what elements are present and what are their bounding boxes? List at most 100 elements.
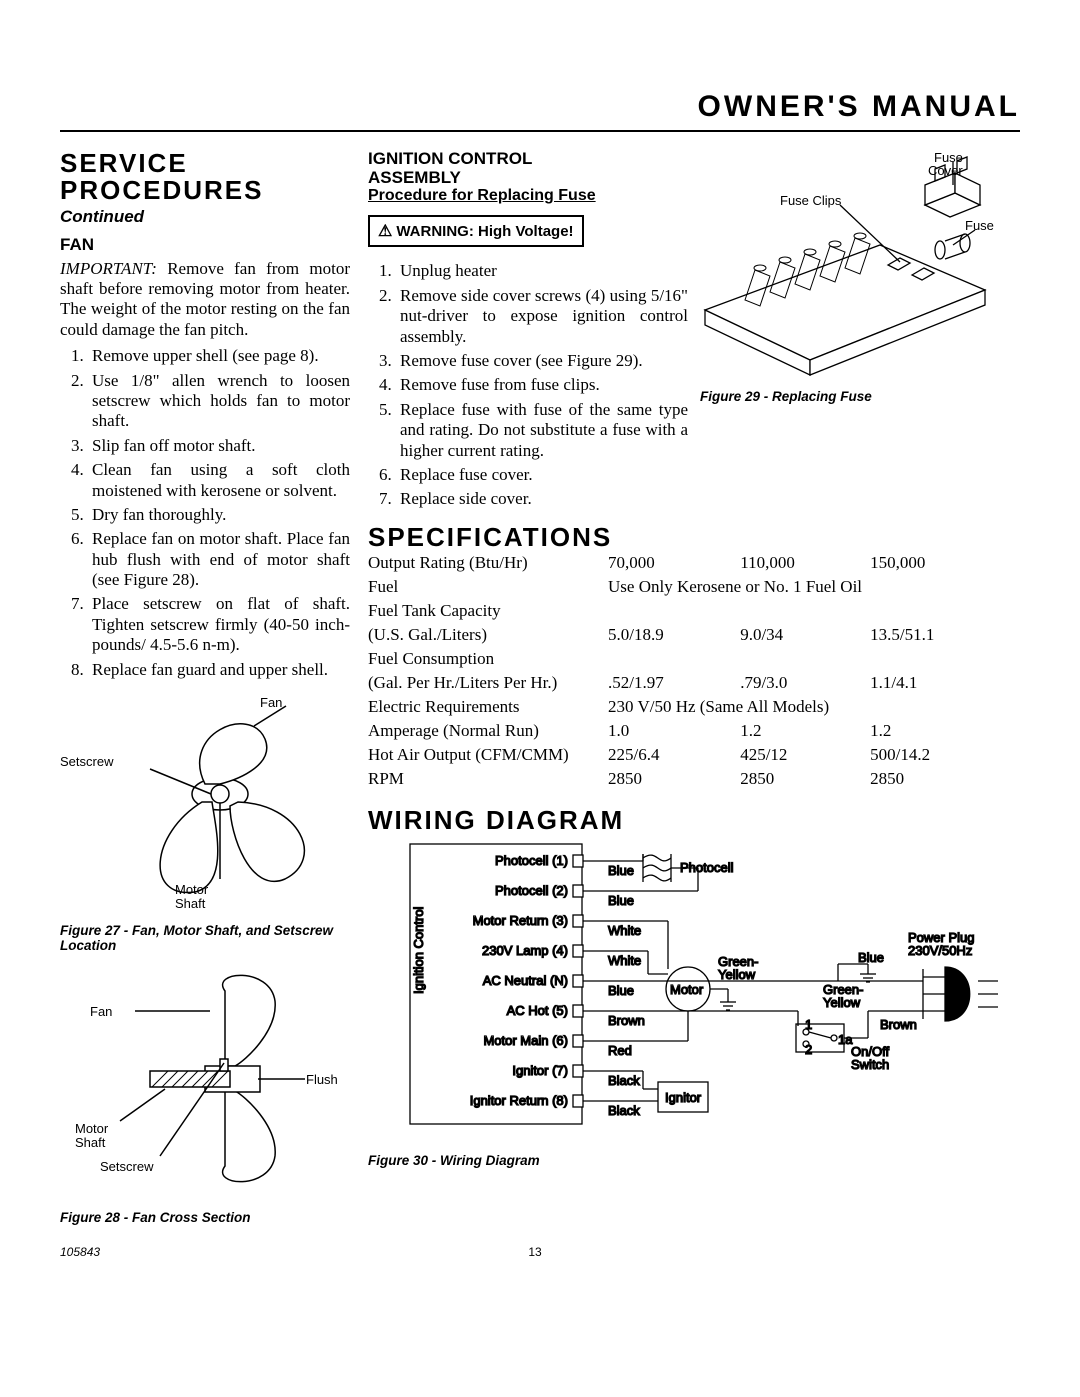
spec-value: 5.0/18.9 <box>608 623 740 647</box>
wiring-ignitor-label: Ignitor <box>665 1090 702 1105</box>
spec-value <box>608 599 740 623</box>
wiring-terminal-color: Blue <box>608 893 634 908</box>
figure-30: Ignition Control Photocell (1)BluePhotoc… <box>368 834 1008 1144</box>
ignition-subheading: Procedure for Replacing Fuse <box>368 187 688 205</box>
fig29-fusecover-2: Cover <box>928 163 963 178</box>
wiring-terminal-name: 230V Lamp (4) <box>482 943 568 958</box>
spec-value: 2850 <box>870 767 1020 791</box>
spec-label: Hot Air Output (CFM/CMM) <box>368 743 608 767</box>
table-row: (Gal. Per Hr./Liters Per Hr.).52/1.97.79… <box>368 671 1020 695</box>
specs-heading: SPECIFICATIONS <box>368 524 1020 551</box>
ignition-heading-2: ASSEMBLY <box>368 169 688 188</box>
spec-value: Use Only Kerosene or No. 1 Fuel Oil <box>608 575 1020 599</box>
wiring-terminal-name: Photocell (2) <box>495 883 568 898</box>
table-row: Output Rating (Btu/Hr)70,000110,000150,0… <box>368 551 1020 575</box>
wiring-gy2b: Yellow <box>823 995 861 1010</box>
doc-number: 105843 <box>60 1245 100 1259</box>
wiring-motor-label: Motor <box>670 982 704 997</box>
wiring-terminal-name: Ignitor Return (8) <box>470 1093 568 1108</box>
ignition-heading-1: IGNITION CONTROL <box>368 150 688 169</box>
fig28-setscrew-label: Setscrew <box>100 1159 154 1174</box>
ignition-step: Replace fuse cover. <box>396 465 688 485</box>
ignition-step: Replace side cover. <box>396 489 688 509</box>
fan-step: Remove upper shell (see page 8). <box>88 346 350 366</box>
fig27-motor-label: Motor <box>175 882 209 897</box>
wiring-sw-a: 1 <box>805 1017 812 1032</box>
spec-value: 2850 <box>608 767 740 791</box>
wiring-plug-2: 230V/50Hz <box>908 943 972 958</box>
spec-value: .79/3.0 <box>740 671 870 695</box>
fig28-fan-label: Fan <box>90 1004 112 1019</box>
specs-table: Output Rating (Btu/Hr)70,000110,000150,0… <box>368 551 1020 791</box>
ignition-step: Remove fuse cover (see Figure 29). <box>396 351 688 371</box>
spec-value: 1.1/4.1 <box>870 671 1020 695</box>
fig27-setscrew-label: Setscrew <box>60 754 114 769</box>
fan-step: Replace fan on motor shaft. Place fan hu… <box>88 529 350 590</box>
spec-value <box>608 647 740 671</box>
mid-column: IGNITION CONTROL ASSEMBLY Procedure for … <box>368 150 688 514</box>
fan-step: Replace fan guard and upper shell. <box>88 660 350 680</box>
wiring-heading: WIRING DIAGRAM <box>368 807 1020 834</box>
table-row: Fuel Consumption <box>368 647 1020 671</box>
spec-label: Output Rating (Btu/Hr) <box>368 551 608 575</box>
spec-value: .52/1.97 <box>608 671 740 695</box>
fig28-motor-label: Motor <box>75 1121 109 1136</box>
wiring-photocell-label: Photocell <box>680 860 734 875</box>
spec-value <box>740 647 870 671</box>
continued-label: Continued <box>60 207 350 227</box>
wiring-terminal-color: Brown <box>608 1013 645 1028</box>
figure-27-caption: Figure 27 - Fan, Motor Shaft, and Setscr… <box>60 923 350 953</box>
ignition-step: Replace fuse with fuse of the same type … <box>396 400 688 461</box>
wiring-terminal-name: Ignitor (7) <box>512 1063 568 1078</box>
page-title: OWNER'S MANUAL <box>60 90 1020 124</box>
warning-text: WARNING: High Voltage! <box>396 223 573 240</box>
wiring-terminal-color: Black <box>608 1103 640 1118</box>
fig29-fuseclips: Fuse Clips <box>780 193 842 208</box>
fan-step: Place setscrew on flat of shaft. Tighten… <box>88 594 350 655</box>
top-rule <box>60 130 1020 132</box>
spec-value: 9.0/34 <box>740 623 870 647</box>
spec-value: 2850 <box>740 767 870 791</box>
spec-value: 150,000 <box>870 551 1020 575</box>
spec-value: 230 V/50 Hz (Same All Models) <box>608 695 1020 719</box>
spec-label: Fuel <box>368 575 608 599</box>
table-row: Amperage (Normal Run)1.01.21.2 <box>368 719 1020 743</box>
fan-steps: Remove upper shell (see page 8).Use 1/8"… <box>60 346 350 680</box>
wiring-blue-label: Blue <box>858 950 884 965</box>
wiring-switch-2: Switch <box>851 1057 889 1072</box>
spec-value <box>870 647 1020 671</box>
fan-step: Dry fan thoroughly. <box>88 505 350 525</box>
spec-value: 13.5/51.1 <box>870 623 1020 647</box>
table-row: RPM285028502850 <box>368 767 1020 791</box>
figure-29: Fuse Cover Fuse Clips Fuse <box>700 150 1000 380</box>
wiring-terminal-name: Photocell (1) <box>495 853 568 868</box>
spec-value <box>870 599 1020 623</box>
spec-value: 225/6.4 <box>608 743 740 767</box>
fan-heading: FAN <box>60 235 350 255</box>
table-row: (U.S. Gal./Liters)5.0/18.99.0/3413.5/51.… <box>368 623 1020 647</box>
table-row: Hot Air Output (CFM/CMM)225/6.4425/12500… <box>368 743 1020 767</box>
wiring-terminal-name: Motor Main (6) <box>483 1033 568 1048</box>
wiring-terminal-name: AC Neutral (N) <box>483 973 568 988</box>
wiring-terminal-name: Motor Return (3) <box>473 913 568 928</box>
right-column: Fuse Cover Fuse Clips Fuse Figure 29 - R… <box>700 150 1020 514</box>
table-row: FuelUse Only Kerosene or No. 1 Fuel Oil <box>368 575 1020 599</box>
spec-label: Fuel Consumption <box>368 647 608 671</box>
spec-label: Electric Requirements <box>368 695 608 719</box>
wiring-terminal-color: White <box>608 923 641 938</box>
table-row: Fuel Tank Capacity <box>368 599 1020 623</box>
figure-28-caption: Figure 28 - Fan Cross Section <box>60 1210 350 1225</box>
spec-label: (Gal. Per Hr./Liters Per Hr.) <box>368 671 608 695</box>
spec-value: 500/14.2 <box>870 743 1020 767</box>
figure-30-caption: Figure 30 - Wiring Diagram <box>368 1153 1020 1168</box>
spec-label: RPM <box>368 767 608 791</box>
page-number: 13 <box>528 1245 541 1259</box>
spec-value: 425/12 <box>740 743 870 767</box>
wiring-terminal-color: Blue <box>608 863 634 878</box>
fig28-shaft-label: Shaft <box>75 1135 106 1150</box>
figure-29-caption: Figure 29 - Replacing Fuse <box>700 389 1020 404</box>
wiring-sw-b: 2 <box>805 1042 812 1057</box>
service-heading-1: SERVICE <box>60 150 350 177</box>
ignition-steps: Unplug heaterRemove side cover screws (4… <box>368 261 688 509</box>
figure-28: Fan Flush Motor Shaft Setscrew <box>60 961 350 1201</box>
